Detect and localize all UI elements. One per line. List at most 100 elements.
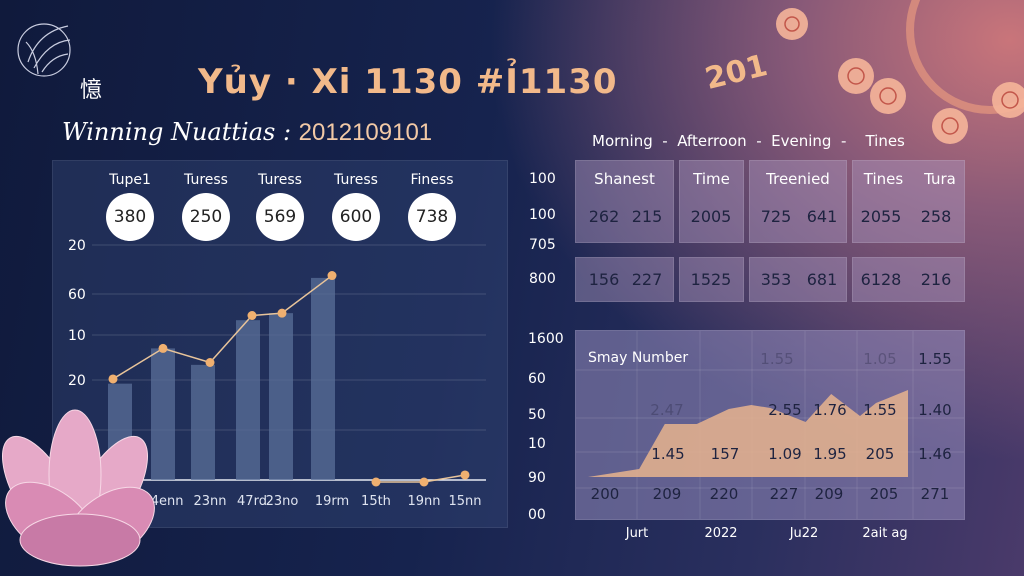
summary-label: Turess xyxy=(184,172,228,188)
table-header: Time xyxy=(693,170,730,188)
line-series xyxy=(112,274,333,380)
summary-value-bubble: 600 xyxy=(332,193,380,241)
table-cell: 1525 xyxy=(690,270,732,289)
row-label: 800 xyxy=(529,271,556,287)
table-cell: 353 xyxy=(760,270,792,289)
area-series xyxy=(588,390,908,477)
table-group-top xyxy=(575,160,674,243)
area-cell-value: 205 xyxy=(870,485,899,503)
line-point xyxy=(205,358,215,367)
area-cell-value: 1.55 xyxy=(863,401,896,419)
area-cell-value: 209 xyxy=(815,485,844,503)
table-header: Treenied xyxy=(766,170,830,188)
line-point xyxy=(327,271,337,281)
table-cell: 216 xyxy=(920,270,952,289)
bar xyxy=(311,277,335,480)
area-cell-value: 227 xyxy=(770,485,799,503)
area-cell-value: 1.46 xyxy=(918,445,951,463)
summary-label: Finess xyxy=(410,172,454,188)
summary-label: Turess xyxy=(334,172,378,188)
x-tick-label: 47rd xyxy=(237,494,267,509)
line-point xyxy=(371,477,381,487)
table-cell: 2005 xyxy=(690,207,732,226)
x-tick-label: 23nn xyxy=(193,494,226,509)
table-cell: 156 xyxy=(588,270,620,289)
x-tick-label: 2022 xyxy=(704,526,737,541)
area-cell-value: 1.09 xyxy=(768,445,801,463)
line-point xyxy=(460,470,470,480)
y-tick-label: 1600 xyxy=(528,331,564,347)
y-tick-label: 10 xyxy=(68,328,86,344)
area-cell-value: 157 xyxy=(711,445,740,463)
table-group-bottom xyxy=(852,257,965,302)
bar xyxy=(191,364,215,480)
area-cell-value: 1.95 xyxy=(813,445,846,463)
summary-label: Turess xyxy=(258,172,302,188)
table-header: Tura xyxy=(924,170,956,188)
area-cell-value: 2.47 xyxy=(650,401,683,419)
y-tick-label: 90 xyxy=(528,470,546,486)
y-tick-label: 60 xyxy=(68,287,86,303)
row-label: 100 xyxy=(529,207,556,223)
y-tick-label: 20 xyxy=(68,238,86,254)
page-title: Yủy · Xi 1130 #Ỉ1130 xyxy=(198,62,618,102)
table-cell: 641 xyxy=(806,207,838,226)
y-tick-label: 10 xyxy=(528,436,546,452)
line-point xyxy=(158,343,168,353)
table-cell: 215 xyxy=(631,207,663,226)
table-cell: 725 xyxy=(760,207,792,226)
area-cell-value: 1.55 xyxy=(918,350,951,368)
x-tick-label: 19rm xyxy=(315,494,349,509)
bar xyxy=(236,320,260,480)
winning-numbers-line: Winning Nuattias : 2012109101 xyxy=(62,118,432,147)
table-cell: 227 xyxy=(631,270,663,289)
x-tick-label: 19nn xyxy=(407,494,440,509)
y-tick-label: 00 xyxy=(528,507,546,523)
area-cell-value: 271 xyxy=(921,485,950,503)
line-point xyxy=(108,374,118,384)
area-cell-value: 1.05 xyxy=(863,350,896,368)
y-tick-label: 60 xyxy=(528,371,546,387)
summary-value-bubble: 569 xyxy=(256,193,304,241)
x-tick-label: 2ait ag xyxy=(862,526,907,541)
area-cell-value: 220 xyxy=(710,485,739,503)
summary-label: Tupe1 xyxy=(109,172,151,188)
table-group-top xyxy=(679,160,744,243)
y-tick-label: 50 xyxy=(528,407,546,423)
area-chart-title: Smay Number xyxy=(588,350,689,366)
area-cell-value: 1.45 xyxy=(651,445,684,463)
line-point xyxy=(247,311,257,320)
winning-numbers-label: Winning Nuattias : xyxy=(62,118,292,146)
time-legend: Morning - Afterroon - Evening - Tines xyxy=(592,132,905,150)
table-header: Tines xyxy=(863,170,904,188)
logo-glyph: 憶 xyxy=(80,78,103,103)
area-cell-value: 1.76 xyxy=(813,401,846,419)
y-tick-label: 20 xyxy=(68,373,86,389)
table-cell: 262 xyxy=(588,207,620,226)
bar-line-chart: 408020106020153mo14enn23nn47rd23no19rm15… xyxy=(68,238,486,509)
table-cell: 2055 xyxy=(860,207,902,226)
x-tick-label: Ju22 xyxy=(789,526,819,541)
summary-value-bubble: 250 xyxy=(182,193,230,241)
area-cell-value: 1.55 xyxy=(760,350,793,368)
row-label: 705 xyxy=(529,237,556,253)
table-cell: 681 xyxy=(806,270,838,289)
area-cell-value: 200 xyxy=(591,485,620,503)
table-cell: 6128 xyxy=(860,270,902,289)
table-header: Shanest xyxy=(594,170,655,188)
summary-value-bubble: 380 xyxy=(106,193,154,241)
bar xyxy=(269,313,293,480)
x-tick-label: 15nn xyxy=(448,494,481,509)
area-cell-value: 2.55 xyxy=(768,401,801,419)
x-tick-label: 23no xyxy=(266,494,299,509)
area-cell-value: 1.40 xyxy=(918,401,951,419)
table-group-top xyxy=(749,160,847,243)
x-tick-label: Jurt xyxy=(625,526,649,541)
bar xyxy=(151,348,175,480)
lotus-flower-icon xyxy=(1,409,155,567)
area-cell-value: 209 xyxy=(653,485,682,503)
phoenix-logo-icon xyxy=(17,23,71,77)
x-tick-label: 15th xyxy=(361,494,391,509)
table-group-bottom xyxy=(575,257,674,302)
